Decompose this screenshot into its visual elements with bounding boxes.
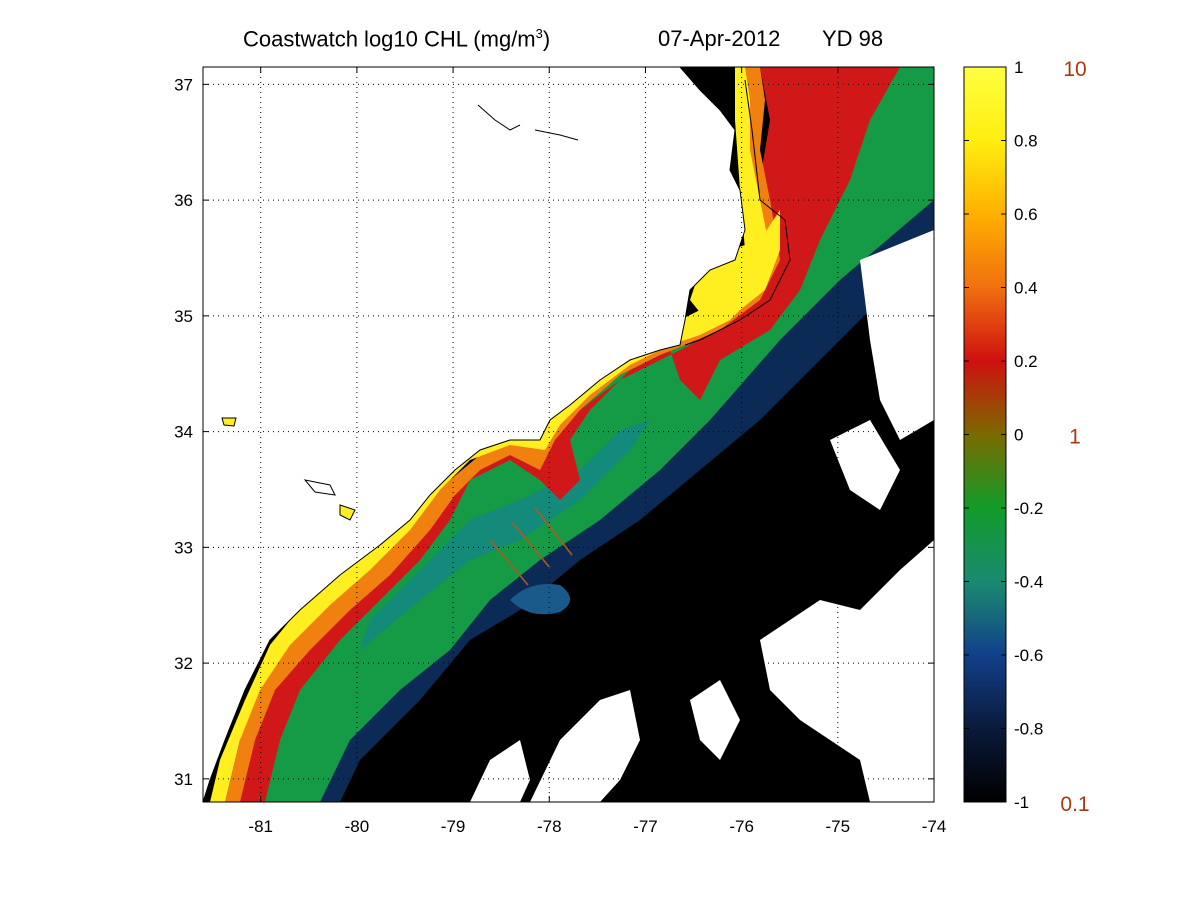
y-tick-label: 36 — [174, 191, 193, 210]
x-tick-label: -77 — [633, 817, 658, 836]
river-2 — [534, 129, 579, 141]
y-tick-label: 37 — [174, 75, 193, 94]
cloud-mask — [760, 540, 934, 802]
colorbar-tick-label: 0.6 — [1014, 205, 1038, 224]
cloud-mask — [530, 690, 640, 802]
map-title: Coastwatch log10 CHL (mg/m3) 07-Apr-2012… — [0, 26, 1200, 66]
colorbar-tick-label: -0.6 — [1014, 646, 1043, 665]
colorbar-ticks: 1 0.8 0.6 0.4 0.2 0 -0.2 -0.4 -0.6 -0.8 -1 — [964, 58, 1043, 812]
x-tick-label: -75 — [826, 817, 851, 836]
cloud-mask — [830, 420, 900, 510]
title-yearday: YD 98 — [822, 26, 884, 51]
colorbar-tick-label: 0.4 — [1014, 279, 1038, 298]
cloud-mask — [860, 230, 934, 440]
map-grid — [203, 67, 935, 802]
x-tick-label: -80 — [345, 817, 370, 836]
x-tick-label: -79 — [441, 817, 466, 836]
colorbar-tick-label: 0 — [1014, 426, 1023, 445]
colorbar-linear-label: 1 — [1069, 426, 1081, 449]
colorbar-linear-label: 0.1 — [1060, 793, 1089, 816]
colorbar-scale — [963, 66, 1007, 803]
transect-lines — [489, 507, 573, 586]
innershelf-red — [230, 67, 900, 802]
colorbar-linear-label: 10 — [1063, 58, 1086, 81]
colorbar-tick-label: -0.2 — [1014, 499, 1043, 518]
colorbar-tick-label: -0.4 — [1014, 573, 1043, 592]
colorbar-tick-label: 0.8 — [1014, 132, 1038, 151]
y-tick-label: 33 — [174, 538, 193, 557]
map-frame — [202, 66, 935, 803]
lake-marion — [339, 504, 356, 521]
cloud-mask — [690, 680, 740, 760]
land-outer-banks — [684, 79, 791, 346]
land-area — [203, 67, 746, 802]
colorbar-tick-label: -0.8 — [1014, 720, 1043, 739]
colorbar-tick-label: 0.2 — [1014, 352, 1038, 371]
y-tick-label: 32 — [174, 654, 193, 673]
colorbar-tick-label: 1 — [1014, 58, 1023, 77]
colorbar-tick-label: -1 — [1014, 793, 1029, 812]
eddy-patch — [510, 584, 570, 615]
title-variable: Coastwatch log10 CHL (mg/m3) — [243, 26, 551, 52]
y-tick-label: 34 — [174, 423, 193, 442]
colorbar-linear-labels: 10 1 0.1 — [1060, 58, 1089, 816]
pamlico-sound — [690, 210, 780, 325]
y-tick-label: 35 — [174, 307, 193, 326]
x-tick-label: -81 — [248, 817, 273, 836]
cloud-mask — [470, 740, 530, 802]
x-tick-label: -74 — [922, 817, 947, 836]
lake-moultrie — [303, 479, 336, 496]
lake-small — [221, 417, 237, 427]
river-1 — [477, 104, 521, 131]
longitude-ticks: -81 -80 -79 -78 -77 -76 -75 -74 — [248, 67, 946, 836]
x-tick-label: -76 — [729, 817, 754, 836]
latitude-ticks: 31 32 33 34 35 36 37 — [174, 75, 934, 789]
y-tick-label: 31 — [174, 770, 193, 789]
x-tick-label: -78 — [537, 817, 562, 836]
title-date: 07-Apr-2012 — [658, 26, 781, 51]
midshelf-water — [240, 67, 934, 802]
